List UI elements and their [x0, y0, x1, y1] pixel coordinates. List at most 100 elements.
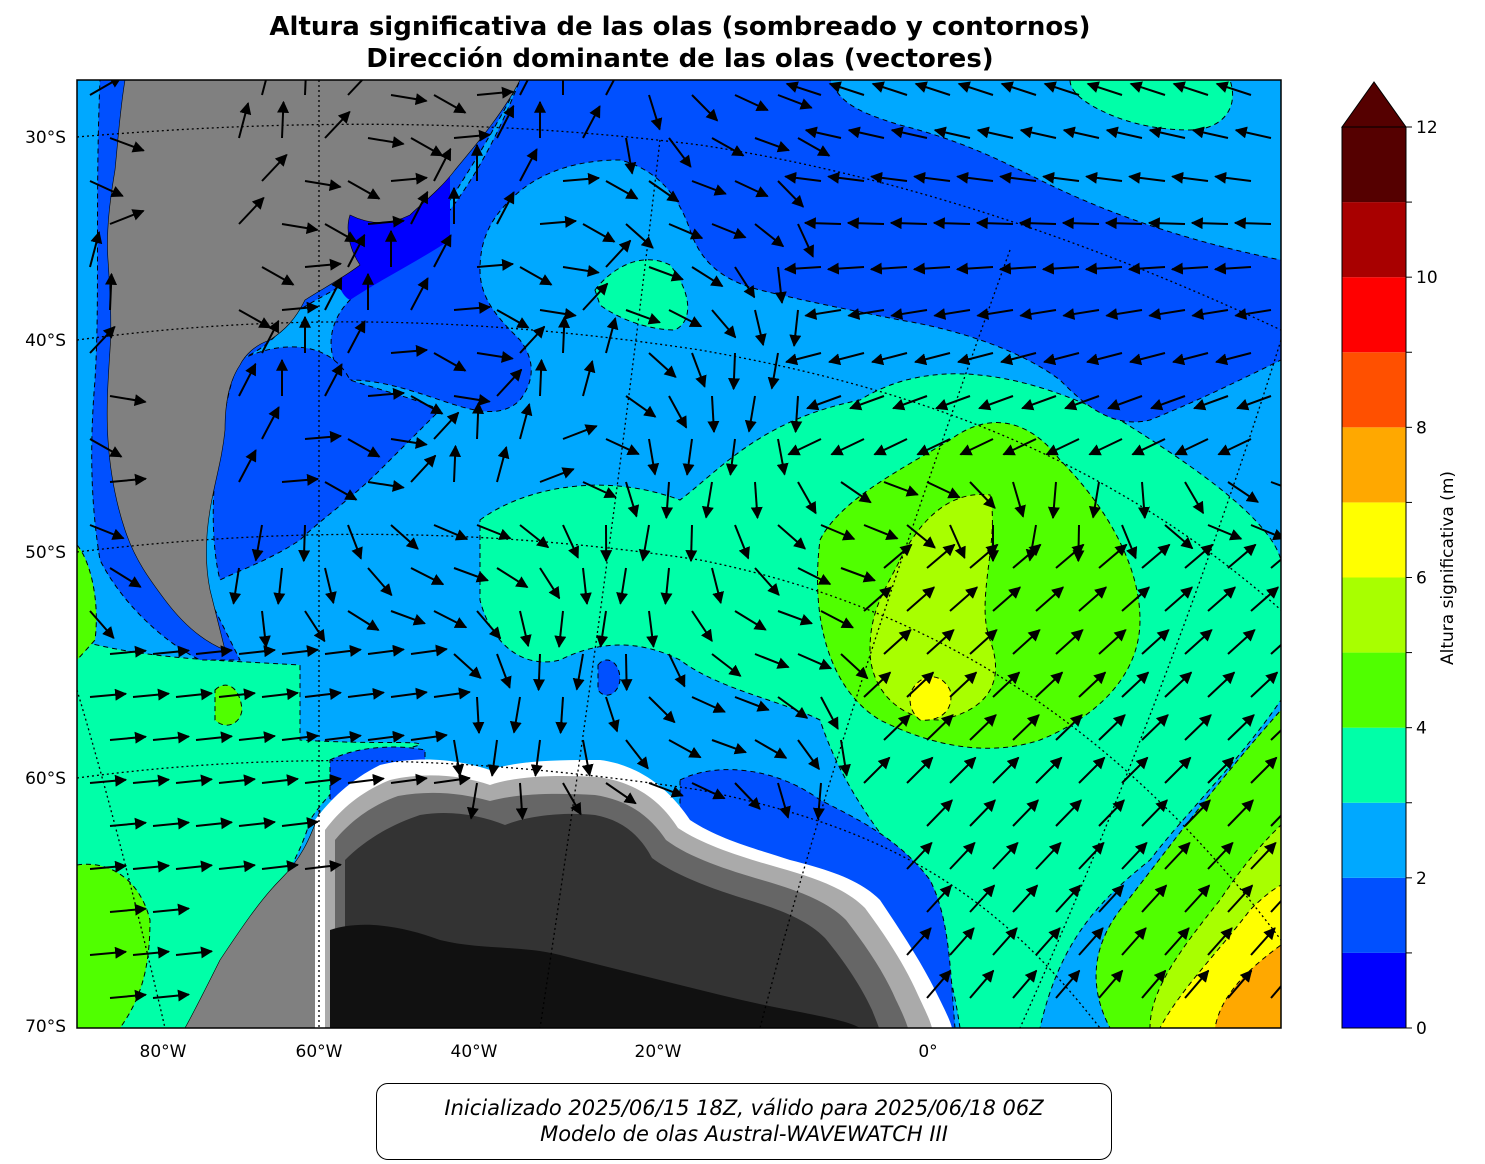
wave-direction-arrow — [926, 799, 953, 827]
wave-direction-arrow — [828, 352, 865, 366]
wave-direction-arrow — [830, 438, 865, 456]
wave-direction-arrow — [777, 696, 809, 719]
wave-direction-arrow — [840, 567, 876, 583]
wave-direction-arrow — [539, 215, 578, 228]
wave-direction-arrow — [625, 309, 661, 325]
wave-direction-arrow — [175, 860, 213, 873]
wave-direction-arrow — [433, 352, 467, 372]
wave-direction-arrow — [558, 315, 571, 354]
wave-direction-arrow — [926, 481, 961, 499]
region-3-4m-ne — [1069, 80, 1234, 131]
lat-label-30s: 30°S — [25, 128, 66, 148]
wave-direction-arrow — [992, 756, 1020, 784]
wave-direction-arrow — [1137, 481, 1150, 520]
wave-direction-arrow — [261, 860, 299, 873]
wave-direction-arrow — [1171, 171, 1209, 184]
wave-direction-arrow — [367, 644, 405, 657]
wave-direction-arrow — [496, 309, 530, 329]
wave-direction-arrow — [1150, 395, 1186, 411]
wave-direction-arrow — [711, 223, 747, 239]
wave-direction-arrow — [581, 739, 594, 777]
wave-direction-arrow — [648, 352, 677, 378]
colorbar-tick-label: 10 — [1416, 268, 1438, 288]
wave-direction-arrow — [195, 731, 233, 744]
wave-direction-arrow — [1012, 799, 1039, 827]
wave-direction-arrow — [660, 567, 673, 605]
wave-direction-arrow — [797, 481, 817, 515]
footer-line2: Modelo de olas Austral-WAVEWATCH III — [540, 1122, 948, 1146]
colorbar-segment — [1342, 277, 1406, 353]
wave-direction-arrow — [1121, 841, 1148, 870]
wave-direction-arrow — [109, 645, 147, 658]
wave-direction-arrow — [496, 104, 515, 139]
wave-direction-arrow — [1043, 81, 1080, 96]
wave-direction-arrow — [804, 126, 842, 139]
wave-direction-arrow — [1270, 814, 1281, 827]
wave-direction-arrow — [789, 309, 802, 347]
wave-direction-arrow — [827, 171, 865, 184]
wave-direction-arrow — [476, 86, 514, 99]
wave-direction-arrow — [992, 841, 1019, 870]
wave-direction-arrow — [784, 171, 822, 184]
wave-direction-arrow — [324, 223, 358, 243]
wave-direction-arrow — [1078, 586, 1108, 612]
wave-direction-arrow — [1098, 884, 1125, 913]
wave-direction-arrow — [476, 610, 502, 640]
wave-direction-arrow — [390, 172, 428, 185]
wave-direction-arrow — [1270, 481, 1281, 487]
wave-direction-arrow — [496, 567, 529, 589]
wave-direction-arrow — [1098, 799, 1125, 827]
wave-direction-arrow — [1164, 586, 1194, 612]
wave-direction-arrow — [754, 567, 780, 596]
wave-direction-arrow — [863, 671, 892, 698]
colorbar-ticks: 0 2 4 6 8 10 12 — [1406, 118, 1438, 1039]
wave-direction-arrow — [1121, 586, 1151, 612]
wave-direction-arrow — [582, 223, 616, 243]
wave-direction-arrow — [999, 171, 1037, 184]
wave-direction-arrow — [1141, 714, 1169, 741]
wave-direction-arrow — [175, 946, 213, 959]
wave-direction-arrow — [744, 395, 757, 433]
wave-direction-arrow — [959, 438, 994, 456]
colorbar-tick-label: 12 — [1416, 118, 1438, 138]
wave-direction-arrow — [725, 438, 738, 476]
wave-direction-arrow — [109, 731, 147, 744]
wave-direction-arrow — [1184, 481, 1205, 515]
wave-direction-arrow — [648, 696, 676, 724]
wave-direction-arrow — [453, 393, 491, 406]
wave-direction-arrow — [1098, 714, 1126, 741]
wave-direction-arrow — [648, 782, 684, 798]
wave-direction-arrow — [1072, 524, 1085, 563]
wave-direction-arrow — [846, 217, 885, 230]
wave-direction-arrow — [914, 352, 951, 366]
wave-direction-arrow — [109, 903, 147, 916]
wave-direction-arrow — [926, 969, 952, 999]
wave-direction-arrow — [1019, 126, 1057, 139]
wave-direction-arrow — [433, 610, 468, 629]
wave-direction-arrow — [806, 395, 842, 411]
wave-direction-arrow — [1184, 543, 1214, 569]
wave-direction-arrow — [1184, 799, 1211, 827]
wave-direction-arrow — [648, 180, 680, 203]
wave-direction-arrow — [797, 137, 831, 157]
wave-direction-arrow — [820, 610, 854, 629]
wave-direction-arrow — [992, 671, 1021, 698]
wave-direction-arrow — [1021, 395, 1057, 411]
wave-direction-arrow — [1062, 308, 1100, 320]
wave-direction-arrow — [1147, 217, 1186, 230]
wave-direction-arrow — [472, 401, 485, 440]
wave-direction-arrow — [955, 262, 994, 275]
colorbar-tick-label: 4 — [1416, 719, 1427, 739]
colorbar-segment — [1342, 352, 1406, 428]
wave-direction-arrow — [906, 671, 935, 698]
wave-direction-arrow — [616, 567, 629, 605]
wave-direction-arrow — [238, 731, 276, 744]
wave-direction-arrow — [711, 137, 745, 157]
map-frame — [76, 79, 1282, 1029]
wave-direction-arrow — [304, 860, 342, 872]
wave-direction-arrow — [1190, 217, 1229, 230]
colorbar-segment — [1342, 952, 1406, 1028]
wave-direction-arrow — [530, 739, 543, 777]
wave-direction-arrow — [519, 266, 553, 286]
wave-direction-arrow — [1105, 126, 1143, 139]
